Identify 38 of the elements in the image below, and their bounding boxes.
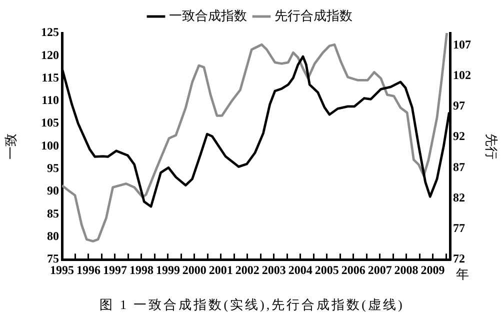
x-tick-label: 2002 [235, 262, 260, 277]
x-tick-label: 2008 [394, 262, 418, 277]
x-tick-label: 1999 [156, 262, 180, 277]
y-tick-label: 120 [41, 48, 59, 62]
y-tick-label: 90 [47, 184, 59, 198]
y-tick-label: 110 [42, 93, 59, 108]
y2-tick-label: 92 [453, 129, 465, 144]
x-tick-label: 2001 [208, 262, 233, 277]
x-tick-label: 2003 [262, 262, 286, 277]
x-axis-title: 年 [456, 266, 469, 282]
caption: 图 1 一致合成指数(实线),先行合成指数(虚线) [98, 296, 406, 314]
y-tick-label: 100 [41, 138, 59, 152]
y2-tick-label: 72 [453, 252, 465, 266]
y2-tick-label: 107 [453, 37, 471, 52]
legend-label: 先行合成指数 [274, 8, 352, 23]
y2-tick-label: 82 [453, 190, 465, 204]
y2-tick-label: 77 [453, 221, 465, 236]
y-axis-title: 一致 [3, 133, 18, 160]
x-tick-label: 1997 [102, 262, 127, 277]
y-tick-label: 95 [47, 161, 59, 176]
y2-tick-label: 87 [453, 160, 465, 174]
y-tick-label: 85 [47, 206, 59, 220]
x-tick-label: 2007 [368, 262, 392, 277]
legend-label: 一致合成指数 [169, 8, 247, 23]
x-tick-label: 2006 [341, 262, 366, 277]
y2-tick-label: 102 [453, 68, 471, 82]
y2-tick-label: 97 [453, 98, 465, 113]
y-tick-label: 105 [41, 116, 59, 130]
x-tick-label: 2004 [288, 262, 312, 277]
x-tick-label: 1998 [129, 262, 154, 277]
x-tick-label: 2005 [314, 262, 339, 277]
y-tick-label: 125 [41, 25, 59, 40]
x-tick-label: 1996 [76, 262, 100, 277]
y-tick-label: 115 [42, 70, 59, 84]
x-tick-label: 2000 [182, 262, 206, 277]
x-tick-label: 2009 [420, 262, 445, 277]
y2-axis-title: 先行 [484, 133, 499, 160]
y-tick-label: 80 [47, 229, 59, 244]
